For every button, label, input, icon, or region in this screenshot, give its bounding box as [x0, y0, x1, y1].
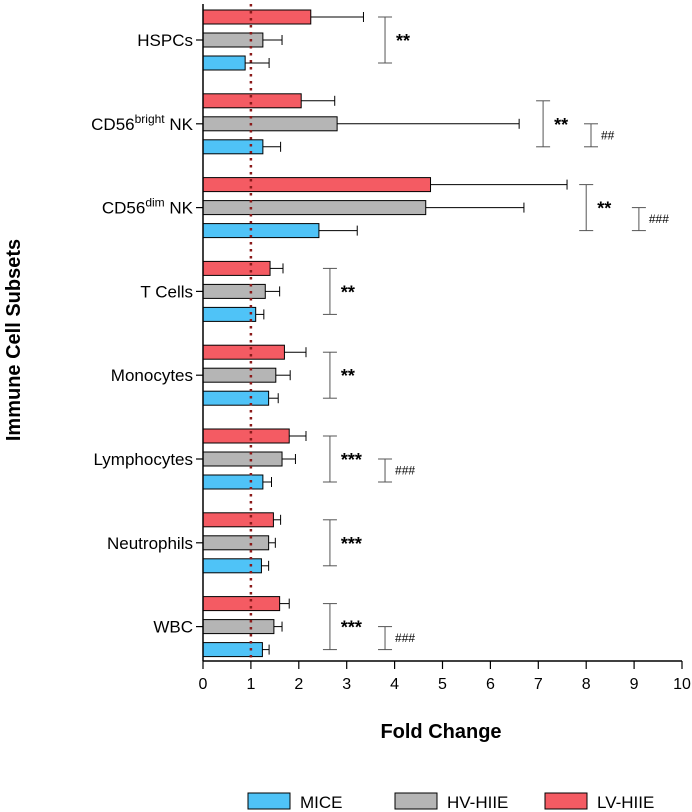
category-label-name: CD56 [91, 115, 134, 134]
bar-lv-hiie-3 [202, 260, 271, 276]
sig-star-label-2: ** [597, 199, 611, 219]
sig-star-label-1: ** [554, 115, 568, 135]
category-label-7: WBC [153, 618, 193, 637]
legend-swatch-lv-hiie [544, 792, 588, 810]
bar-lv-hiie-7 [202, 596, 281, 612]
legend-label-lv-hiie: LV-HIIE [597, 793, 654, 812]
sig-star-label-6: *** [341, 534, 362, 554]
category-label-sup: bright [135, 112, 166, 126]
sig-star-label-5: *** [341, 450, 362, 470]
bar-mice-5 [202, 474, 264, 490]
category-label-sup: dim [145, 196, 164, 210]
category-label-4: Monocytes [111, 366, 193, 385]
category-label-name: Lymphocytes [93, 450, 193, 469]
category-label-name: CD56 [102, 199, 145, 218]
hash-label-2: ### [649, 212, 669, 226]
x-tick-label-5: 5 [438, 676, 447, 693]
bar-lv-hiie-4 [202, 344, 285, 360]
x-tick-label-7: 7 [534, 676, 543, 693]
bar-hv-hiie-2 [202, 200, 427, 216]
x-tick-label-6: 6 [486, 676, 495, 693]
bar-hv-hiie-0 [202, 32, 264, 48]
bar-mice-0 [202, 55, 246, 71]
category-label-name: HSPCs [137, 31, 193, 50]
category-label-suffix: NK [165, 199, 194, 218]
bar-lv-hiie-0 [202, 9, 312, 25]
x-tick-label-8: 8 [582, 676, 591, 693]
legend-swatch-mice [247, 792, 291, 810]
sig-star-label-3: ** [341, 282, 355, 302]
bar-lv-hiie-6 [202, 512, 274, 528]
category-label-0: HSPCs [137, 31, 193, 50]
category-label-3: T Cells [140, 282, 193, 301]
sig-star-label-4: ** [341, 366, 355, 386]
bar-mice-6 [202, 558, 262, 574]
x-tick-label-9: 9 [630, 676, 639, 693]
bar-mice-2 [202, 223, 320, 239]
bar-mice-1 [202, 139, 264, 155]
bar-lv-hiie-2 [202, 177, 432, 193]
category-label-1: CD56bright NK [91, 112, 194, 134]
category-label-5: Lymphocytes [93, 450, 193, 469]
category-label-name: Monocytes [111, 366, 193, 385]
category-label-name: WBC [153, 618, 193, 637]
x-tick-label-3: 3 [342, 676, 351, 693]
bar-hv-hiie-6 [202, 535, 270, 551]
legend-label-mice: MICE [300, 793, 343, 812]
x-tick-label-10: 10 [673, 676, 691, 693]
category-label-name: Neutrophils [107, 534, 193, 553]
hash-label-1: ## [601, 128, 615, 142]
legend-label-hv-hiie: HV-HIIE [447, 793, 508, 812]
y-axis-title: Immune Cell Subsets [3, 239, 25, 441]
bar-hv-hiie-1 [202, 116, 338, 132]
sig-star-label-7: *** [341, 618, 362, 638]
bar-hv-hiie-5 [202, 451, 283, 467]
x-tick-label-1: 1 [246, 676, 255, 693]
category-label-name: T Cells [140, 282, 193, 301]
bar-mice-7 [202, 642, 263, 658]
category-label-6: Neutrophils [107, 534, 193, 553]
bar-mice-3 [202, 306, 257, 322]
bar-hv-hiie-7 [202, 619, 275, 635]
hash-label-5: ### [395, 464, 415, 478]
bar-hv-hiie-4 [202, 367, 277, 383]
x-tick-label-0: 0 [199, 676, 208, 693]
sig-star-label-0: ** [396, 31, 410, 51]
bar-mice-4 [202, 390, 270, 406]
bar-hv-hiie-3 [202, 283, 266, 299]
x-tick-label-4: 4 [390, 676, 399, 693]
category-label-suffix: NK [165, 115, 194, 134]
x-tick-label-2: 2 [294, 676, 303, 693]
bar-lv-hiie-5 [202, 428, 290, 444]
legend: MICE HV-HIIE LV-HIIE [247, 792, 654, 812]
x-axis-title: Fold Change [380, 721, 501, 743]
category-label-2: CD56dim NK [102, 196, 194, 218]
hash-label-7: ### [395, 631, 415, 645]
legend-swatch-hv-hiie [394, 792, 438, 810]
